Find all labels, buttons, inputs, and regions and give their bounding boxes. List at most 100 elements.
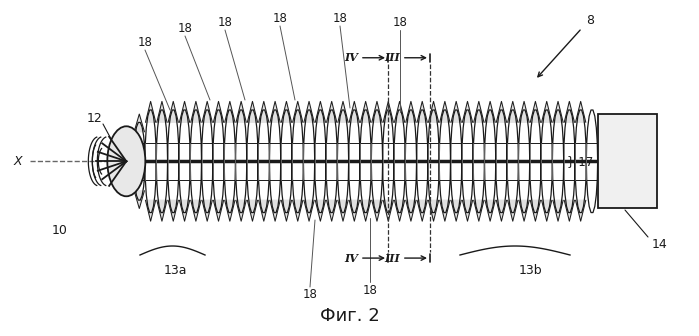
Text: 18: 18 xyxy=(333,11,347,25)
Text: 18: 18 xyxy=(363,284,377,296)
Polygon shape xyxy=(236,101,246,122)
Text: 13a: 13a xyxy=(164,263,187,277)
Polygon shape xyxy=(213,200,224,221)
Text: 18: 18 xyxy=(138,36,152,48)
Polygon shape xyxy=(531,200,540,221)
Polygon shape xyxy=(507,200,518,221)
Text: IV: IV xyxy=(344,52,358,63)
Text: 8: 8 xyxy=(586,13,594,27)
Polygon shape xyxy=(168,200,178,221)
Polygon shape xyxy=(236,200,246,221)
Polygon shape xyxy=(474,200,484,221)
Polygon shape xyxy=(519,200,529,221)
Text: 18: 18 xyxy=(303,289,317,301)
Polygon shape xyxy=(304,101,314,122)
Polygon shape xyxy=(259,200,269,221)
Polygon shape xyxy=(180,200,189,221)
Text: III: III xyxy=(384,253,400,263)
Polygon shape xyxy=(180,101,189,122)
Polygon shape xyxy=(564,200,575,221)
Polygon shape xyxy=(350,101,359,122)
Polygon shape xyxy=(451,200,461,221)
Polygon shape xyxy=(191,200,201,221)
Polygon shape xyxy=(531,101,540,122)
Polygon shape xyxy=(406,101,416,122)
Polygon shape xyxy=(225,200,235,221)
Polygon shape xyxy=(496,200,507,221)
Polygon shape xyxy=(315,101,326,122)
Polygon shape xyxy=(496,101,507,122)
Polygon shape xyxy=(315,200,326,221)
Text: 13b: 13b xyxy=(518,263,542,277)
Text: 18: 18 xyxy=(217,15,233,29)
Polygon shape xyxy=(202,200,212,221)
Polygon shape xyxy=(575,101,586,122)
Ellipse shape xyxy=(108,126,145,196)
Polygon shape xyxy=(270,101,280,122)
Polygon shape xyxy=(134,114,145,132)
Polygon shape xyxy=(485,200,495,221)
Polygon shape xyxy=(542,200,552,221)
Polygon shape xyxy=(281,200,291,221)
Polygon shape xyxy=(383,200,394,221)
Polygon shape xyxy=(134,191,145,209)
Polygon shape xyxy=(338,200,348,221)
Bar xyxy=(598,114,657,208)
Polygon shape xyxy=(575,200,586,221)
Polygon shape xyxy=(350,200,359,221)
Polygon shape xyxy=(361,200,370,221)
Polygon shape xyxy=(463,200,473,221)
Polygon shape xyxy=(145,101,156,122)
Polygon shape xyxy=(293,101,303,122)
Polygon shape xyxy=(202,101,212,122)
Polygon shape xyxy=(281,101,291,122)
Polygon shape xyxy=(372,200,382,221)
Text: 18: 18 xyxy=(178,22,192,35)
Text: 18: 18 xyxy=(273,11,287,25)
Polygon shape xyxy=(247,101,257,122)
Polygon shape xyxy=(191,101,201,122)
Polygon shape xyxy=(304,200,314,221)
Polygon shape xyxy=(293,200,303,221)
Polygon shape xyxy=(553,101,563,122)
Polygon shape xyxy=(519,101,529,122)
Polygon shape xyxy=(213,101,224,122)
Polygon shape xyxy=(383,101,394,122)
Polygon shape xyxy=(417,200,427,221)
Text: 18: 18 xyxy=(393,15,408,29)
Polygon shape xyxy=(440,101,450,122)
Polygon shape xyxy=(225,101,235,122)
Polygon shape xyxy=(157,200,167,221)
Text: } 17: } 17 xyxy=(568,155,593,168)
Polygon shape xyxy=(417,101,427,122)
Polygon shape xyxy=(428,101,439,122)
Polygon shape xyxy=(542,101,552,122)
Polygon shape xyxy=(394,101,405,122)
Polygon shape xyxy=(145,200,156,221)
Polygon shape xyxy=(485,101,495,122)
Polygon shape xyxy=(394,200,405,221)
Polygon shape xyxy=(428,200,439,221)
Text: IV: IV xyxy=(344,253,358,263)
Text: 10: 10 xyxy=(52,223,68,237)
Polygon shape xyxy=(338,101,348,122)
Polygon shape xyxy=(157,101,167,122)
Polygon shape xyxy=(270,200,280,221)
Text: III: III xyxy=(384,52,400,63)
Text: 12: 12 xyxy=(87,112,103,125)
Text: 14: 14 xyxy=(652,239,668,252)
Polygon shape xyxy=(372,101,382,122)
Polygon shape xyxy=(259,101,269,122)
Polygon shape xyxy=(247,200,257,221)
Polygon shape xyxy=(326,200,337,221)
Polygon shape xyxy=(507,101,518,122)
Text: X: X xyxy=(14,155,22,168)
Polygon shape xyxy=(463,101,473,122)
Text: Фиг. 2: Фиг. 2 xyxy=(319,307,380,325)
Polygon shape xyxy=(168,101,178,122)
Polygon shape xyxy=(474,101,484,122)
Polygon shape xyxy=(440,200,450,221)
Polygon shape xyxy=(406,200,416,221)
Polygon shape xyxy=(451,101,461,122)
Polygon shape xyxy=(361,101,370,122)
